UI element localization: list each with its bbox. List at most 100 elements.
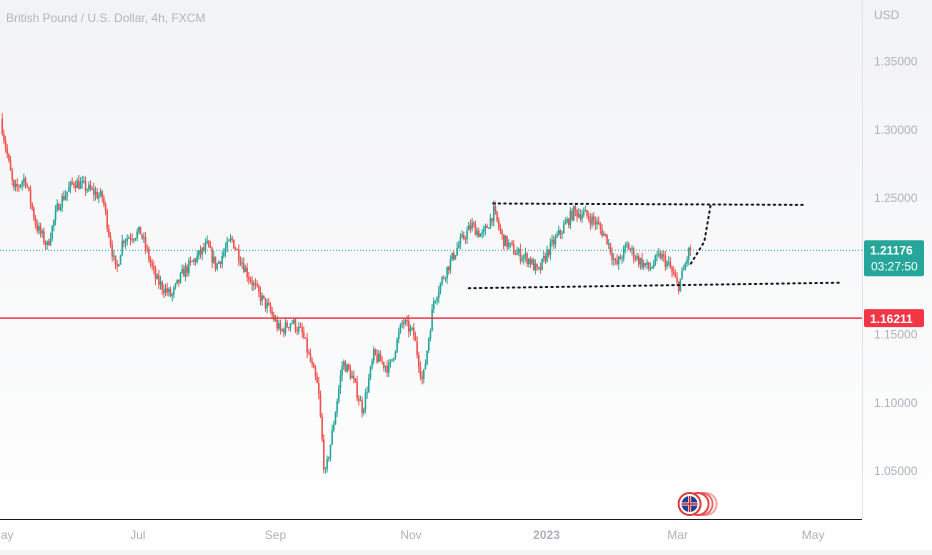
price-axis[interactable]: USD 1.35000 1.30000 1.25000 1.15000 1.10000 1.… bbox=[874, 8, 918, 478]
candle-body bbox=[244, 267, 247, 272]
candle-body bbox=[339, 375, 342, 389]
candle-body bbox=[386, 366, 388, 373]
candle-body bbox=[514, 254, 517, 256]
candle-body bbox=[434, 300, 437, 302]
candle-body bbox=[59, 207, 62, 211]
candle-body bbox=[674, 274, 677, 278]
candle-body bbox=[456, 247, 458, 256]
candle-body bbox=[367, 378, 370, 393]
candle-body bbox=[189, 260, 192, 262]
candle-body bbox=[572, 206, 575, 220]
candle-body bbox=[437, 292, 440, 298]
candle-body bbox=[38, 226, 40, 231]
candle-body bbox=[163, 290, 165, 294]
candle-body bbox=[34, 218, 37, 226]
candle-body bbox=[93, 188, 95, 195]
candle-body bbox=[248, 277, 250, 280]
candle-body bbox=[562, 224, 565, 234]
candle-body bbox=[401, 322, 403, 325]
candle-body bbox=[276, 319, 278, 329]
candle-body bbox=[306, 338, 308, 353]
candle-body bbox=[529, 258, 532, 265]
candle-body bbox=[191, 261, 193, 263]
candle-body bbox=[136, 231, 138, 239]
candle-body bbox=[672, 271, 675, 275]
candle-body bbox=[336, 401, 338, 414]
candle-body bbox=[497, 220, 500, 228]
candle-body bbox=[657, 253, 660, 255]
candle-body bbox=[491, 218, 493, 222]
lower-trend-line[interactable] bbox=[467, 281, 841, 290]
candle-body bbox=[186, 266, 188, 273]
price-tick-label: 1.05000 bbox=[874, 464, 918, 478]
candle-body bbox=[8, 154, 10, 161]
candle-body bbox=[1, 118, 4, 135]
candle-body bbox=[482, 229, 485, 233]
candle-body bbox=[9, 160, 12, 171]
candle-body bbox=[489, 218, 492, 228]
candle-body bbox=[81, 181, 84, 183]
candle-body bbox=[504, 235, 507, 247]
candle-body bbox=[304, 337, 307, 339]
candle-body bbox=[171, 294, 173, 297]
candle-body bbox=[621, 258, 623, 260]
candle-body bbox=[326, 458, 328, 469]
candle-body bbox=[664, 255, 667, 267]
candle-body bbox=[319, 394, 322, 417]
candle-body bbox=[268, 302, 270, 305]
candle-body bbox=[442, 277, 445, 279]
candle-body bbox=[216, 263, 218, 269]
trend-drawings[interactable] bbox=[467, 202, 841, 290]
candle-body bbox=[594, 220, 597, 225]
candle-body bbox=[534, 263, 537, 271]
candle-body bbox=[617, 256, 620, 265]
candle-body bbox=[676, 277, 678, 282]
candle-body bbox=[351, 375, 353, 379]
upper-trend-line[interactable] bbox=[492, 202, 808, 206]
time-axis[interactable]: May Jul Sep Nov 2023 Mar May bbox=[0, 528, 824, 542]
candle-body bbox=[196, 255, 198, 262]
candle-body bbox=[259, 291, 262, 302]
candle-body bbox=[461, 234, 463, 238]
candle-body bbox=[334, 413, 337, 425]
candle-body bbox=[592, 216, 595, 221]
candle-body bbox=[274, 319, 277, 321]
candle-body bbox=[496, 211, 498, 221]
candle-body bbox=[479, 233, 482, 237]
candle-body bbox=[88, 184, 90, 190]
candle-body bbox=[429, 331, 432, 339]
candle-body bbox=[76, 180, 79, 188]
candle-body bbox=[546, 249, 548, 262]
candle-body bbox=[233, 239, 235, 249]
candle-body bbox=[294, 319, 297, 331]
candle-body bbox=[357, 398, 360, 401]
candle-body bbox=[311, 361, 313, 364]
candle-body bbox=[651, 267, 653, 269]
candle-body bbox=[214, 256, 217, 269]
candle-body bbox=[524, 253, 527, 257]
candle-body bbox=[209, 246, 212, 249]
price-tick-label: 1.35000 bbox=[874, 54, 918, 68]
candle-body bbox=[164, 288, 167, 294]
candle-body bbox=[98, 195, 100, 199]
candle-body bbox=[314, 368, 317, 377]
candle-body bbox=[56, 203, 59, 211]
candle-body bbox=[359, 400, 362, 402]
candle-body bbox=[333, 424, 335, 430]
candle-body bbox=[447, 266, 450, 271]
candle-body bbox=[519, 249, 522, 261]
candle-body bbox=[328, 457, 330, 459]
projection-path[interactable] bbox=[689, 202, 712, 265]
candle-body bbox=[139, 226, 142, 235]
candle-body bbox=[596, 221, 598, 225]
candle-body bbox=[183, 268, 185, 277]
candle-body bbox=[194, 259, 197, 262]
candle-body bbox=[91, 188, 93, 190]
candle-body bbox=[204, 243, 207, 250]
candle-body bbox=[687, 248, 690, 260]
candle-body bbox=[472, 222, 475, 225]
candle-body bbox=[616, 260, 618, 265]
candle-body bbox=[662, 254, 665, 256]
